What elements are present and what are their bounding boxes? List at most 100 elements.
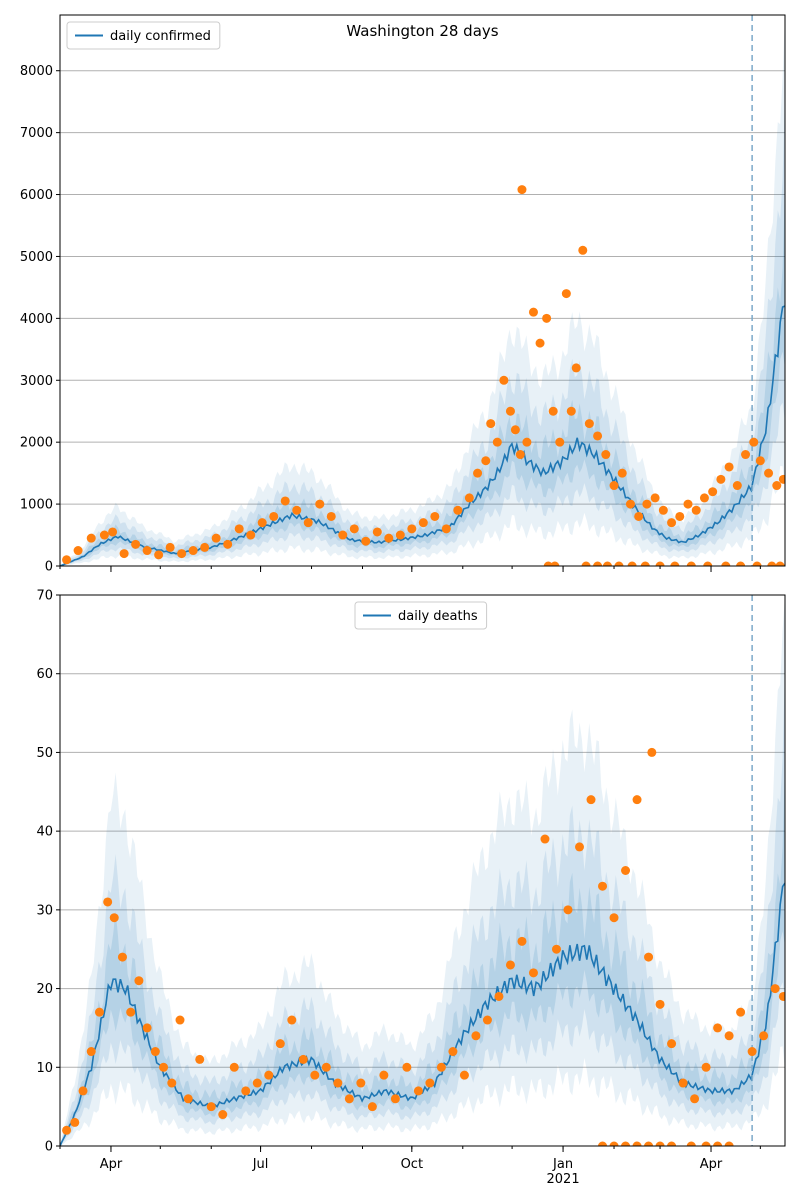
observed-point [644, 952, 654, 962]
observed-point [609, 913, 619, 923]
observed-point [540, 834, 550, 844]
observed-zero-point [609, 1141, 619, 1146]
legend-label: daily confirmed [110, 29, 211, 44]
observed-point [62, 1125, 72, 1135]
observed-point [275, 1039, 285, 1049]
observed-point [571, 363, 581, 373]
legend: daily confirmed [66, 21, 221, 50]
observed-point [453, 505, 463, 515]
observed-outlier-point [647, 747, 657, 757]
x-year-label: 2021 [547, 1172, 580, 1187]
legend-label: daily deaths [398, 609, 478, 624]
observed-zero-point [593, 561, 603, 566]
legend-box [354, 601, 488, 630]
y-tick-label: 3000 [20, 374, 53, 389]
observed-point [229, 1062, 239, 1072]
observed-point [413, 1086, 423, 1096]
observed-point [310, 1070, 320, 1080]
chart-title: Washington 28 days [346, 22, 498, 40]
observed-point [736, 1007, 746, 1017]
confirmed-panel: 0 1000 2000 3000 4000 5000 6000 7000 8000 Washing… [20, 14, 786, 575]
uncertainty-band-mid [60, 91, 785, 566]
observed-point [425, 1078, 435, 1088]
y-tick-label: 60 [36, 667, 53, 682]
observed-point [492, 437, 502, 447]
observed-point [241, 1086, 251, 1096]
axes-frame [59, 594, 786, 1147]
observed-point [749, 437, 759, 447]
observed-point [142, 1023, 152, 1033]
x-tick-label: Jan [552, 1157, 573, 1172]
observed-point [747, 1047, 757, 1057]
y-tick-label: 8000 [20, 64, 53, 79]
observed-zero-point [686, 561, 696, 566]
observed-point [326, 511, 336, 521]
y-tick-label: 4000 [20, 312, 53, 327]
observed-point [430, 511, 440, 521]
observed-zero-point [775, 561, 785, 566]
y-tick-label: 40 [36, 825, 53, 840]
y-tick-label: 5000 [20, 250, 53, 265]
y-tick-label: 50 [36, 746, 53, 761]
observed-point [778, 474, 785, 484]
observed-point [257, 518, 267, 528]
observed-point [223, 539, 233, 549]
observed-zero-point [581, 561, 591, 566]
observed-zero-point [602, 561, 612, 566]
observed-point [528, 968, 538, 978]
y-tick-label: 0 [45, 1140, 53, 1155]
observed-outlier-point [517, 185, 527, 195]
uncertainty-band-outer [60, 15, 785, 566]
observed-point [269, 511, 279, 521]
uncertainty-band-outer [60, 595, 785, 1146]
observed-point [459, 1070, 469, 1080]
observed-point [159, 1062, 169, 1072]
observed-point [175, 1015, 185, 1025]
observed-zero-point [767, 561, 777, 566]
observed-point [675, 511, 685, 521]
observed-point [724, 1031, 734, 1041]
observed-point [471, 1031, 481, 1041]
observed-point [361, 536, 371, 546]
observed-point [338, 530, 348, 540]
y-tick-label: 10 [36, 1061, 53, 1076]
observed-zero-point [627, 561, 637, 566]
observed-point [528, 307, 538, 317]
observed-point [117, 952, 127, 962]
observed-point [418, 518, 428, 528]
observed-point [522, 437, 532, 447]
observed-point [563, 905, 573, 915]
observed-point [690, 1094, 700, 1104]
observed-point [292, 505, 302, 515]
observed-point [142, 546, 152, 556]
observed-zero-point [670, 561, 680, 566]
observed-point [167, 1078, 177, 1088]
observed-point [505, 406, 515, 416]
observed-point [555, 437, 565, 447]
observed-zero-point [724, 1141, 734, 1146]
observed-point [407, 524, 417, 534]
observed-point [321, 1062, 331, 1072]
observed-point [770, 984, 780, 994]
observed-point [73, 546, 83, 556]
observed-point [195, 1054, 205, 1064]
observed-point [548, 406, 558, 416]
observed-point [510, 425, 520, 435]
observed-point [621, 866, 631, 875]
observed-point [772, 481, 782, 491]
observed-zero-point [701, 1141, 711, 1146]
observed-point [234, 524, 244, 534]
observed-point [109, 913, 119, 923]
observed-zero-point [598, 1141, 608, 1146]
y-tick-label: 70 [36, 589, 53, 604]
observed-point [379, 1070, 389, 1080]
y-tick-label: 0 [45, 560, 53, 575]
observed-point [650, 493, 660, 503]
observed-zero-point [703, 561, 713, 566]
deaths-panel: 0 10 20 30 40 50 60 70 Apr Jul Oct Jan Apr 2021 daily … [36, 589, 786, 1187]
observed-point [499, 375, 509, 385]
uncertainty-band-inner [60, 186, 785, 566]
y-tick-label: 1000 [20, 498, 53, 513]
